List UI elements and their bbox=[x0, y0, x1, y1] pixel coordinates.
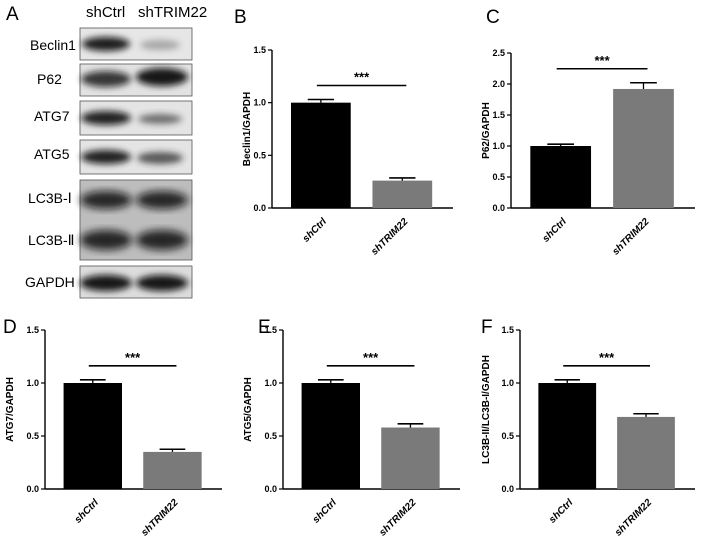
bar-e-shctrl bbox=[301, 383, 360, 489]
y-tick-label-c: 2.5 bbox=[492, 48, 505, 58]
category-label-e: shTRIM22 bbox=[377, 497, 418, 538]
significance-label-b: *** bbox=[354, 70, 370, 85]
band-beclin1-shctrl bbox=[82, 37, 130, 51]
chart-panel-f: F 0.0 0.5 1.0 1.5 LC3B-II/LC3B-I/GAPDH shCtrl s… bbox=[481, 317, 695, 539]
y-axis-label-b: Beclin1/GAPDH bbox=[242, 92, 253, 166]
panel-label-e: E bbox=[258, 317, 271, 338]
bar-f-shtrim22 bbox=[617, 416, 675, 489]
panel-label-d: D bbox=[3, 317, 17, 338]
bar-b-shctrl bbox=[291, 102, 351, 208]
blot-strip-atg7 bbox=[79, 100, 193, 136]
y-axis-label-c: P62/GAPDH bbox=[481, 102, 492, 159]
y-tick-label-c: 1.5 bbox=[492, 110, 505, 120]
blot-strip-gapdh bbox=[79, 265, 193, 299]
category-label-b: shTRIM22 bbox=[369, 216, 410, 257]
y-axis-label-e: ATG5/GAPDH bbox=[243, 377, 254, 442]
bar-e-shtrim22 bbox=[381, 427, 440, 489]
y-tick-label-f: 0.0 bbox=[501, 484, 514, 494]
y-tick-label-e: 0.0 bbox=[264, 484, 277, 494]
panel-label-a: A bbox=[6, 4, 19, 25]
y-tick-label-f: 1.0 bbox=[501, 378, 514, 388]
blot-label-beclin1: Beclin1 bbox=[30, 37, 76, 53]
blot-strip-beclin1 bbox=[79, 27, 193, 61]
y-tick-label-e: 1.5 bbox=[264, 325, 277, 335]
blot-label-p62: P62 bbox=[37, 71, 62, 87]
lane-header-shctrl: shCtrl bbox=[86, 4, 125, 21]
band-lc3b-i-shtrim22 bbox=[136, 191, 188, 209]
band-atg5-shtrim22 bbox=[137, 152, 183, 164]
blot-label-atg7: ATG7 bbox=[34, 108, 70, 124]
y-tick-label-d: 0.0 bbox=[26, 484, 39, 494]
category-label-d: shCtrl bbox=[73, 497, 101, 525]
y-tick-label-b: 0.5 bbox=[253, 150, 266, 160]
band-lc3b-ii-shtrim22 bbox=[136, 230, 188, 250]
bar-c-shtrim22 bbox=[613, 88, 674, 208]
y-tick-label-d: 1.5 bbox=[26, 325, 39, 335]
y-tick-label-e: 0.5 bbox=[264, 431, 277, 441]
y-axis-label-f: LC3B-II/LC3B-I/GAPDH bbox=[481, 355, 492, 464]
bar-d-shtrim22 bbox=[143, 451, 202, 489]
band-gapdh-shtrim22 bbox=[136, 275, 188, 291]
blot-label-lc3b-ii: LC3B-Ⅱ bbox=[28, 232, 75, 248]
bar-b-shtrim22 bbox=[372, 180, 433, 208]
western-blot-panel: A shCtrl shTRIM22 Beclin1 P62 ATG7 ATG5 … bbox=[6, 4, 207, 299]
y-tick-label-f: 0.5 bbox=[501, 431, 514, 441]
category-label-d: shTRIM22 bbox=[139, 497, 180, 538]
blot-label-gapdh: GAPDH bbox=[25, 274, 75, 290]
band-atg7-shtrim22 bbox=[138, 114, 182, 124]
category-label-f: shCtrl bbox=[547, 497, 575, 525]
chart-panel-d: D 0.0 0.5 1.0 1.5 ATG7/GAPDH shCtrl shTRIM22 *** bbox=[3, 317, 222, 539]
band-p62-shtrim22 bbox=[136, 68, 188, 86]
bar-d-shctrl bbox=[63, 383, 122, 489]
category-label-c: shCtrl bbox=[541, 216, 569, 244]
y-tick-label-b: 1.5 bbox=[253, 45, 266, 55]
y-tick-label-d: 1.0 bbox=[26, 378, 39, 388]
panel-label-b: B bbox=[234, 7, 247, 28]
band-gapdh-shctrl bbox=[80, 275, 132, 291]
y-tick-label-c: 0.5 bbox=[492, 172, 505, 182]
y-axis-label-d: ATG7/GAPDH bbox=[5, 377, 16, 442]
blot-label-lc3b-i: LC3B-Ⅰ bbox=[28, 190, 72, 206]
significance-label-e: *** bbox=[363, 350, 379, 365]
significance-label-d: *** bbox=[125, 350, 141, 365]
y-tick-label-b: 0.0 bbox=[253, 203, 266, 213]
lane-header-shtrim22: shTRIM22 bbox=[138, 4, 207, 21]
chart-panel-b: B 0.0 0.5 1.0 1.5 Beclin1/GAPDH shCtrl shTRIM22… bbox=[234, 7, 453, 258]
bar-f-shctrl bbox=[538, 383, 597, 489]
band-lc3b-i-shctrl bbox=[80, 191, 132, 209]
bar-c-shctrl bbox=[530, 146, 592, 208]
blot-strip-lc3b bbox=[79, 179, 193, 261]
y-tick-label-e: 1.0 bbox=[264, 378, 277, 388]
chart-panel-c: C 0.0 0.5 1.0 1.5 2.0 2.5 P62/GAPDH shCtrl shTRIM… bbox=[481, 7, 695, 258]
blot-strip-p62 bbox=[79, 63, 193, 97]
blot-label-atg5: ATG5 bbox=[34, 146, 70, 162]
significance-label-f: *** bbox=[599, 350, 615, 365]
panel-label-f: F bbox=[481, 317, 493, 338]
band-atg5-shctrl bbox=[81, 150, 131, 164]
category-label-f: shTRIM22 bbox=[613, 497, 654, 538]
y-tick-label-b: 1.0 bbox=[253, 98, 266, 108]
band-lc3b-ii-shctrl bbox=[80, 230, 132, 250]
significance-label-c: *** bbox=[594, 53, 610, 68]
panel-label-c: C bbox=[486, 7, 500, 28]
band-p62-shctrl bbox=[81, 71, 131, 87]
y-tick-label-c: 0.0 bbox=[492, 203, 505, 213]
band-beclin1-shtrim22 bbox=[140, 40, 180, 50]
y-tick-label-f: 1.5 bbox=[501, 325, 514, 335]
category-label-c: shTRIM22 bbox=[610, 216, 651, 257]
y-tick-label-d: 0.5 bbox=[26, 431, 39, 441]
category-label-e: shCtrl bbox=[311, 497, 339, 525]
y-tick-label-c: 1.0 bbox=[492, 141, 505, 151]
blot-strip-atg5 bbox=[79, 139, 193, 175]
band-atg7-shctrl bbox=[81, 111, 131, 125]
y-tick-label-c: 2.0 bbox=[492, 79, 505, 89]
category-label-b: shCtrl bbox=[301, 216, 329, 244]
chart-panel-e: E 0.0 0.5 1.0 1.5 ATG5/GAPDH shCtrl shTRIM22 *** bbox=[243, 317, 460, 539]
